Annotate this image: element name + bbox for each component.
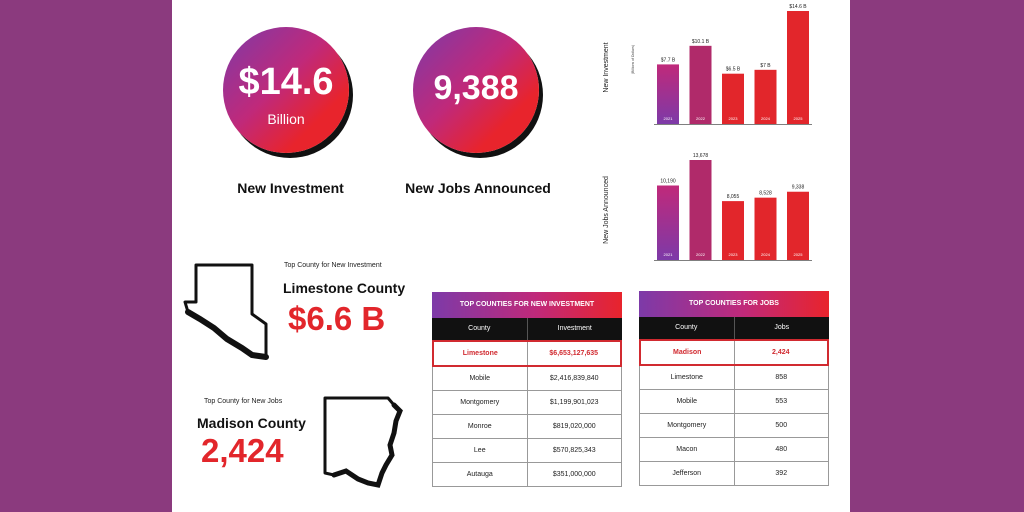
chart-category-label: 2023 [729, 116, 739, 121]
table-row: Jefferson 392 [639, 462, 829, 486]
investment-table-header: County Investment [432, 318, 622, 340]
table-cell: Autauga [433, 463, 528, 486]
chart-category-label: 2024 [761, 252, 771, 257]
table-row: Monroe $819,020,000 [432, 415, 622, 439]
chart-category-label: 2022 [696, 116, 706, 121]
limestone-county-map-icon [183, 263, 269, 360]
table-row: Madison 2,424 [639, 339, 829, 366]
chart-value-label: $10.1 B [692, 39, 710, 45]
chart-value-label: 8,528 [759, 191, 772, 197]
table-cell: Madison [641, 341, 735, 364]
table-row: Autauga $351,000,000 [432, 463, 622, 487]
jobs-table-title: TOP COUNTIES FOR JOBS [639, 291, 829, 317]
chart-value-label: 13,678 [693, 153, 709, 159]
table-row: Mobile $2,416,839,840 [432, 367, 622, 391]
table-cell: $819,020,000 [552, 423, 596, 430]
chart-bar [657, 64, 679, 124]
table-cell: $2,416,839,840 [549, 375, 599, 382]
table-row: Macon 480 [639, 438, 829, 462]
table-cell: 858 [775, 374, 788, 381]
chart-bar [689, 160, 712, 260]
table-cell: $570,825,343 [552, 447, 596, 454]
chart-category-label: 2021 [664, 252, 674, 257]
chart-category-label: 2023 [729, 252, 739, 257]
jobs-label: New Jobs Announced [405, 180, 551, 196]
table-cell: Montgomery [640, 414, 735, 437]
table-row: Montgomery 500 [639, 414, 829, 438]
chart-value-label: 10,190 [660, 179, 676, 185]
table-cell: $351,000,000 [552, 471, 596, 478]
table-cell: 392 [775, 470, 788, 477]
chart-value-label: $7.7 B [661, 57, 676, 63]
column-header: County [639, 317, 735, 339]
chart-value-label: $14.6 B [789, 4, 807, 10]
chart-value-label: $6.5 B [726, 67, 741, 73]
table-cell: 500 [775, 422, 788, 429]
top-investment-caption: Top County for New Investment [284, 262, 382, 269]
table-cell: 2,424 [771, 349, 790, 356]
chart-category-label: 2025 [794, 252, 804, 257]
table-cell: Lee [433, 439, 528, 462]
table-cell: Mobile [640, 390, 735, 413]
jobs-table-header: County Jobs [639, 317, 829, 339]
chart-category-label: 2022 [696, 252, 706, 257]
table-cell: Limestone [434, 342, 528, 365]
chart-bar [722, 201, 744, 260]
chart-category-label: 2024 [761, 116, 771, 121]
table-row: Lee $570,825,343 [432, 439, 622, 463]
chart-bar [722, 73, 744, 124]
investment-label: New Investment [237, 180, 344, 196]
madison-county-map-icon [323, 396, 403, 488]
top-jobs-county-name: Madison County [197, 415, 306, 431]
table-cell: 480 [775, 446, 788, 453]
table-cell: $6,653,127,635 [549, 350, 599, 357]
chart-category-label: 2025 [794, 116, 804, 121]
column-header: Jobs [774, 324, 790, 331]
chart-value-label: $7 B [760, 63, 771, 69]
column-header: Investment [557, 325, 592, 332]
chart-bar [787, 191, 809, 260]
investment-bar-chart: New Investment (Billions of Dollars) $7.7 … [603, 4, 812, 125]
top-jobs-caption: Top County for New Jobs [204, 398, 283, 405]
chart-bar [754, 69, 777, 124]
chart-bar [689, 45, 712, 124]
table-row: Limestone $6,653,127,635 [432, 340, 622, 367]
table-row: Limestone 858 [639, 366, 829, 390]
jobs-bar-chart: New Jobs Announced 10,190 2021 13,678 2022 8,… [603, 153, 812, 261]
table-cell: Jefferson [640, 462, 735, 485]
top-investment-county-value: $6.6 B [288, 300, 386, 337]
chart-y-axis-label: New Jobs Announced [603, 176, 610, 244]
chart-y-axis-label: New Investment [603, 42, 610, 92]
table-cell: Mobile [433, 367, 528, 390]
table-row: Montgomery $1,199,901,023 [432, 391, 622, 415]
investment-unit: Billion [267, 111, 305, 127]
chart-y-axis-sublabel: (Billions of Dollars) [631, 45, 635, 74]
table-cell: Monroe [433, 415, 528, 438]
table-cell: Limestone [640, 366, 735, 389]
investment-circle: $14.6 Billion [223, 27, 349, 153]
table-cell: Macon [640, 438, 735, 461]
column-header: County [432, 318, 528, 340]
chart-bar [787, 11, 809, 124]
table-row: Mobile 553 [639, 390, 829, 414]
table-cell: Montgomery [433, 391, 528, 414]
chart-bar [657, 185, 679, 260]
jobs-circle: 9,388 [413, 27, 539, 153]
top-investment-county-name: Limestone County [283, 280, 406, 296]
chart-category-label: 2021 [664, 116, 674, 121]
investment-table: TOP COUNTIES FOR NEW INVESTMENT County I… [432, 292, 622, 487]
jobs-value: 9,388 [433, 69, 519, 107]
chart-bar [754, 197, 777, 260]
table-cell: 553 [775, 398, 788, 405]
jobs-table: TOP COUNTIES FOR JOBS County Jobs Madiso… [639, 291, 829, 486]
investment-value: $14.6 [238, 61, 334, 103]
table-cell: $1,199,901,023 [549, 399, 599, 406]
chart-value-label: 9,338 [792, 185, 805, 191]
top-jobs-county-value: 2,424 [201, 432, 284, 469]
investment-table-title: TOP COUNTIES FOR NEW INVESTMENT [432, 292, 622, 318]
chart-value-label: 8,055 [727, 194, 740, 200]
